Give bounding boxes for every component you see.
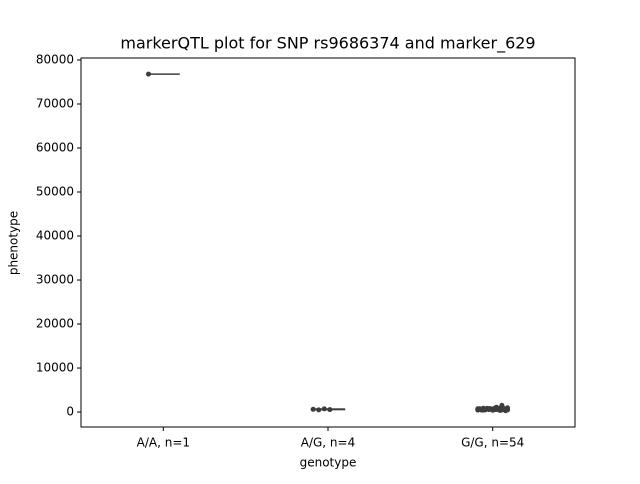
plot-frame — [80, 57, 576, 428]
y-tick-label: 50000 — [36, 185, 74, 199]
y-tick-label: 70000 — [36, 96, 74, 110]
point — [501, 406, 507, 412]
y-tick-label: 60000 — [36, 140, 74, 154]
y-tick-label: 10000 — [36, 361, 74, 375]
point — [480, 407, 486, 413]
point — [475, 406, 481, 412]
x-tick-label: A/G, n=4 — [301, 436, 355, 450]
point — [146, 71, 152, 77]
y-tick-label: 80000 — [36, 52, 74, 66]
x-tick-label: G/G, n=54 — [461, 436, 524, 450]
point — [316, 407, 322, 413]
y-tick-label: 20000 — [36, 317, 74, 331]
point — [495, 406, 501, 412]
x-axis-label: genotype — [300, 456, 357, 470]
point — [321, 406, 327, 412]
y-tick-label: 30000 — [36, 273, 74, 287]
point — [486, 406, 492, 412]
chart-title: markerQTL plot for SNP rs9686374 and mar… — [120, 34, 535, 54]
x-tick-label: A/A, n=1 — [137, 436, 190, 450]
point — [310, 406, 316, 412]
y-axis-label: phenotype — [7, 211, 21, 275]
y-tick-label: 40000 — [36, 229, 74, 243]
point — [327, 407, 333, 413]
y-tick-label: 0 — [66, 405, 74, 419]
